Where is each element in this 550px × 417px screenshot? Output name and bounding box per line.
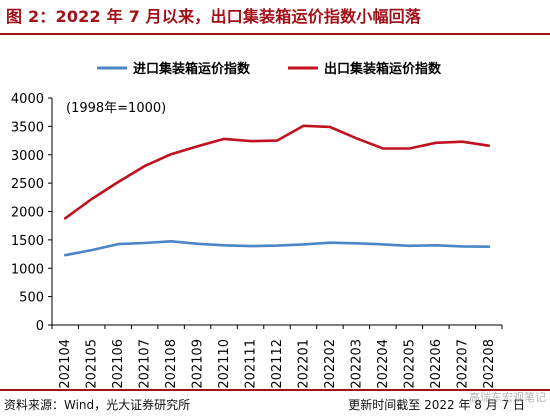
x-tick-label: 202204 [376, 339, 391, 389]
line-chart: 0 500 1000 1500 2000 2500 3000 3500 4000 202104 20… [11, 61, 503, 389]
y-tick-label: 500 [19, 291, 44, 306]
title-divider [0, 33, 550, 35]
x-tick-label: 202112 [270, 339, 285, 389]
x-tick-label: 202108 [164, 339, 179, 389]
x-tick-label: 202106 [111, 339, 126, 389]
series-lines [63, 124, 491, 257]
x-tick-label: 202104 [58, 339, 73, 389]
x-tick-label: 202109 [191, 339, 206, 389]
x-tick-label: 202110 [217, 339, 232, 389]
y-tick-label: 4000 [11, 92, 44, 107]
y-tick-label: 0 [36, 319, 44, 334]
y-tick-label: 3000 [11, 149, 44, 164]
update-note: 更新时间截至 2022 年 8 月 7 日 [348, 398, 525, 412]
x-tick-label: 202105 [85, 339, 100, 389]
legend-label-0: 进口集装箱运价指数 [133, 61, 251, 77]
x-tick-label: 202203 [349, 339, 364, 389]
x-tick-label: 202208 [482, 339, 497, 389]
x-tick-label: 202206 [429, 339, 444, 389]
x-tick-label: 202207 [455, 339, 470, 389]
x-tick-label: 202107 [138, 339, 153, 389]
y-tick-label: 1500 [11, 234, 44, 249]
y-tick-label: 2000 [11, 206, 44, 221]
series-line-0 [63, 240, 491, 257]
unit-note: (1998年=1000) [66, 101, 166, 116]
x-tick-label: 202201 [296, 339, 311, 389]
y-tick-label: 2500 [11, 177, 44, 192]
axes: 0 500 1000 1500 2000 2500 3000 3500 4000 202104 20… [11, 92, 503, 389]
watermark: 高瑞东宏观笔记 [469, 391, 546, 404]
y-tick-label: 3500 [11, 120, 44, 135]
x-tick-label: 202111 [244, 339, 259, 389]
x-tick-label: 202205 [402, 339, 417, 389]
source-note: 资料来源：Wind，光大证券研究所 [4, 398, 191, 412]
x-tick-label: 202202 [323, 339, 338, 389]
y-tick-label: 1000 [11, 262, 44, 277]
legend-label-1: 出口集装箱运价指数 [324, 61, 442, 77]
footer-divider [0, 389, 550, 391]
legend: 进口集装箱运价指数 出口集装箱运价指数 [97, 61, 442, 77]
series-line-1 [63, 124, 491, 220]
chart-title: 图 2：2022 年 7 月以来，出口集装箱运价指数小幅回落 [6, 7, 422, 26]
